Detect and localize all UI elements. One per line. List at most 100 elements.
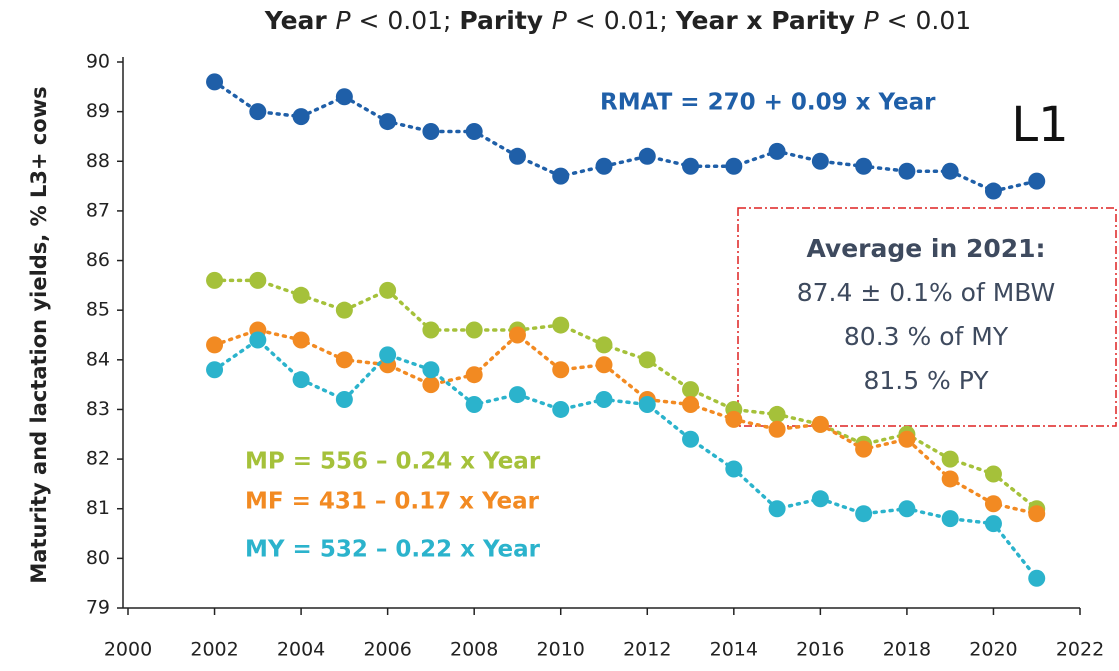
- data-point: [552, 167, 570, 185]
- data-point: [206, 361, 224, 379]
- data-point: [898, 162, 916, 180]
- data-point: [682, 395, 700, 413]
- x-tick-label: 2022: [1056, 639, 1104, 661]
- data-point: [206, 271, 224, 289]
- data-point: [249, 331, 267, 349]
- data-point: [984, 465, 1002, 483]
- data-point: [811, 490, 829, 508]
- data-point: [422, 376, 440, 394]
- data-point: [855, 157, 873, 175]
- annotation-text: 87.4 ± 0.1% of MBW: [797, 278, 1056, 307]
- x-tick-label: 2014: [710, 639, 758, 661]
- data-point: [552, 400, 570, 418]
- y-tick-label: 80: [86, 547, 110, 569]
- data-point: [206, 336, 224, 354]
- data-point: [811, 415, 829, 433]
- series-label: MP = 556 – 0.24 x Year: [245, 449, 541, 475]
- data-point: [292, 331, 310, 349]
- x-tick-label: 2010: [537, 639, 585, 661]
- data-point: [1028, 505, 1046, 523]
- data-point: [595, 356, 613, 374]
- data-point: [638, 147, 656, 165]
- data-point: [725, 157, 743, 175]
- data-point: [855, 505, 873, 523]
- title-part: Year x Parity: [675, 6, 864, 35]
- data-point: [249, 271, 267, 289]
- data-point: [335, 391, 353, 409]
- y-tick-label: 89: [86, 100, 110, 122]
- data-point: [508, 147, 526, 165]
- data-point: [206, 73, 224, 91]
- title-part: P: [864, 6, 880, 35]
- data-point: [898, 430, 916, 448]
- data-point: [249, 103, 267, 121]
- data-point: [768, 420, 786, 438]
- x-tick-label: 2000: [104, 639, 152, 661]
- x-tick-label: 2008: [450, 639, 498, 661]
- annotation-text: 80.3 % of MY: [844, 322, 1009, 351]
- x-tick-label: 2016: [796, 639, 844, 661]
- y-tick-label: 85: [86, 299, 110, 321]
- y-tick-label: 81: [86, 497, 110, 519]
- data-point: [595, 391, 613, 409]
- y-tick-label: 87: [86, 199, 110, 221]
- data-point: [984, 182, 1002, 200]
- y-tick-label: 88: [86, 150, 110, 172]
- title-part: < 0.01: [879, 6, 972, 35]
- y-tick-label: 79: [86, 597, 110, 619]
- data-point: [292, 108, 310, 126]
- data-point: [941, 470, 959, 488]
- data-point: [768, 500, 786, 518]
- title-part: < 0.01;: [351, 6, 460, 35]
- data-point: [682, 157, 700, 175]
- data-point: [552, 316, 570, 334]
- data-point: [682, 381, 700, 399]
- x-tick-label: 2012: [623, 639, 671, 661]
- data-point: [855, 440, 873, 458]
- data-point: [422, 122, 440, 140]
- annotation-text: 81.5 % PY: [863, 366, 989, 395]
- data-point: [292, 371, 310, 389]
- y-tick-label: 84: [86, 348, 110, 370]
- title-part: Year: [264, 6, 336, 35]
- data-point: [422, 361, 440, 379]
- data-point: [552, 361, 570, 379]
- title-part: < 0.01;: [567, 6, 676, 35]
- data-point: [1028, 569, 1046, 587]
- data-point: [984, 495, 1002, 513]
- data-point: [335, 301, 353, 319]
- data-point: [768, 405, 786, 423]
- x-tick-label: 2002: [190, 639, 238, 661]
- data-point: [379, 346, 397, 364]
- y-axis-label: Maturity and lactation yields, % L3+ cow…: [27, 86, 51, 583]
- data-point: [508, 326, 526, 344]
- y-tick-label: 82: [86, 448, 110, 470]
- data-point: [1028, 172, 1046, 190]
- data-point: [682, 430, 700, 448]
- data-point: [941, 450, 959, 468]
- y-tick-label: 83: [86, 398, 110, 420]
- x-tick-label: 2006: [363, 639, 411, 661]
- title-part: P: [552, 6, 568, 35]
- data-point: [465, 122, 483, 140]
- data-point: [465, 321, 483, 339]
- data-point: [335, 88, 353, 106]
- data-point: [422, 321, 440, 339]
- annotation-text: Average in 2021:: [806, 234, 1045, 263]
- data-point: [768, 142, 786, 160]
- data-point: [292, 286, 310, 304]
- data-point: [638, 395, 656, 413]
- data-point: [811, 152, 829, 170]
- y-tick-label: 90: [86, 51, 110, 73]
- data-point: [595, 157, 613, 175]
- annotation-box: [737, 207, 1117, 427]
- title-part: Parity: [459, 6, 551, 35]
- x-tick-label: 2018: [883, 639, 931, 661]
- chart-title: Year P < 0.01; Parity P < 0.01; Year x P…: [264, 6, 971, 35]
- data-point: [465, 395, 483, 413]
- data-point: [379, 281, 397, 299]
- series-label: MF = 431 – 0.17 x Year: [245, 489, 540, 515]
- data-point: [638, 351, 656, 369]
- data-point: [595, 336, 613, 354]
